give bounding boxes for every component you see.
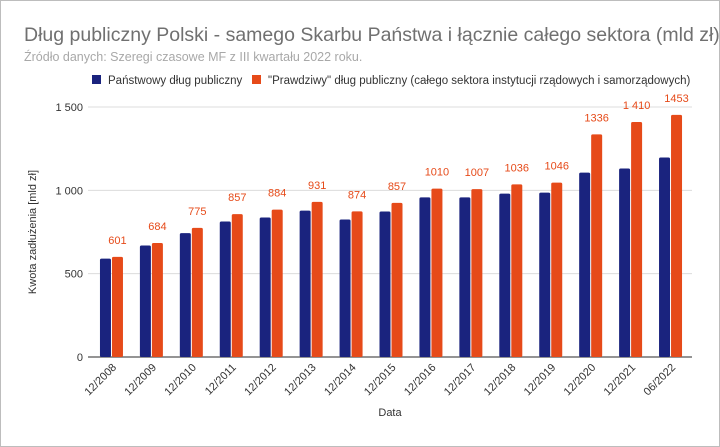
x-tick-label: 12/2012 (242, 362, 279, 399)
bar-sector-debt (511, 184, 523, 357)
y-axis-label: Kwota zadłużenia [mld zł] (27, 170, 39, 294)
bar-state-debt (539, 192, 551, 357)
x-tick-label: 12/2015 (362, 362, 399, 399)
legend-swatch-blue (92, 75, 101, 84)
data-label: 1 410 (623, 100, 651, 112)
bar-state-debt (659, 157, 671, 357)
legend: Państwowy dług publiczny "Prawdziwy" dłu… (92, 75, 691, 87)
bar-state-debt (219, 221, 231, 357)
bar-sector-debt (431, 188, 443, 357)
data-label: 874 (348, 189, 366, 201)
data-label: 601 (108, 235, 126, 247)
bar-state-debt (259, 217, 271, 357)
bar-state-debt (299, 210, 311, 357)
x-tick-label: 06/2022 (642, 362, 679, 399)
x-axis-label: Data (378, 407, 402, 419)
bar-state-debt (179, 233, 191, 357)
data-label: 931 (308, 180, 326, 192)
legend-label-sector-debt: "Prawdziwy" dług publiczny (całego sekto… (268, 75, 691, 87)
data-label: 884 (268, 188, 286, 200)
bar-sector-debt (191, 227, 203, 357)
data-label: 684 (148, 221, 166, 233)
data-label: 775 (188, 206, 206, 218)
legend-swatch-orange (252, 75, 261, 84)
data-label: 1453 (664, 93, 688, 105)
x-tick-label: 12/2011 (203, 362, 239, 398)
bar-sector-debt (271, 209, 283, 357)
bar-state-debt (619, 168, 631, 357)
x-tick-label: 12/2010 (162, 362, 199, 399)
bar-sector-debt (311, 201, 323, 357)
bar-sector-debt (351, 211, 363, 357)
bar-state-debt (499, 193, 511, 357)
bar-state-debt (139, 245, 151, 357)
bar-state-debt (419, 197, 431, 357)
data-label: 1046 (544, 161, 568, 173)
bar-sector-debt (391, 202, 403, 357)
bar-state-debt (339, 219, 351, 357)
x-tick-label: 12/2013 (282, 362, 319, 399)
x-tick-label: 12/2008 (82, 362, 119, 399)
y-tick-label: 1 500 (55, 102, 83, 114)
x-tick-label: 12/2009 (122, 362, 159, 399)
x-tick-label: 12/2021 (602, 362, 639, 399)
x-tick-label: 12/2020 (562, 362, 599, 399)
data-label: 1336 (584, 112, 608, 124)
y-tick-label: 1 000 (55, 185, 83, 197)
y-tick-label: 0 (77, 352, 83, 364)
data-label: 1010 (425, 167, 449, 179)
data-label: 857 (388, 181, 406, 193)
bar-sector-debt (631, 122, 643, 357)
x-tick-label: 12/2019 (522, 362, 559, 399)
bar-sector-debt (111, 256, 123, 357)
x-tick-label: 12/2016 (402, 362, 439, 399)
bar-state-debt (99, 258, 111, 357)
bar-state-debt (379, 211, 391, 357)
bar-sector-debt (671, 114, 683, 357)
data-label: 1007 (465, 167, 489, 179)
bar-sector-debt (471, 189, 483, 357)
data-label: 1036 (505, 162, 529, 174)
y-tick-label: 500 (65, 269, 83, 281)
bar-sector-debt (591, 134, 603, 357)
x-tick-label: 12/2018 (482, 362, 519, 399)
x-tick-label: 12/2014 (322, 362, 359, 399)
bar-state-debt (579, 172, 591, 357)
bar-state-debt (459, 197, 471, 357)
bar-sector-debt (551, 182, 563, 357)
chart-subtitle: Źródło danych: Szeregi czasowe MF z III … (24, 49, 362, 64)
bar-sector-debt (231, 214, 243, 357)
x-tick-label: 12/2017 (442, 362, 479, 399)
legend-label-state-debt: Państwowy dług publiczny (108, 75, 242, 87)
bar-sector-debt (151, 243, 163, 357)
data-label: 857 (228, 192, 246, 204)
chart-title: Dług publiczny Polski - samego Skarbu Pa… (24, 24, 720, 46)
